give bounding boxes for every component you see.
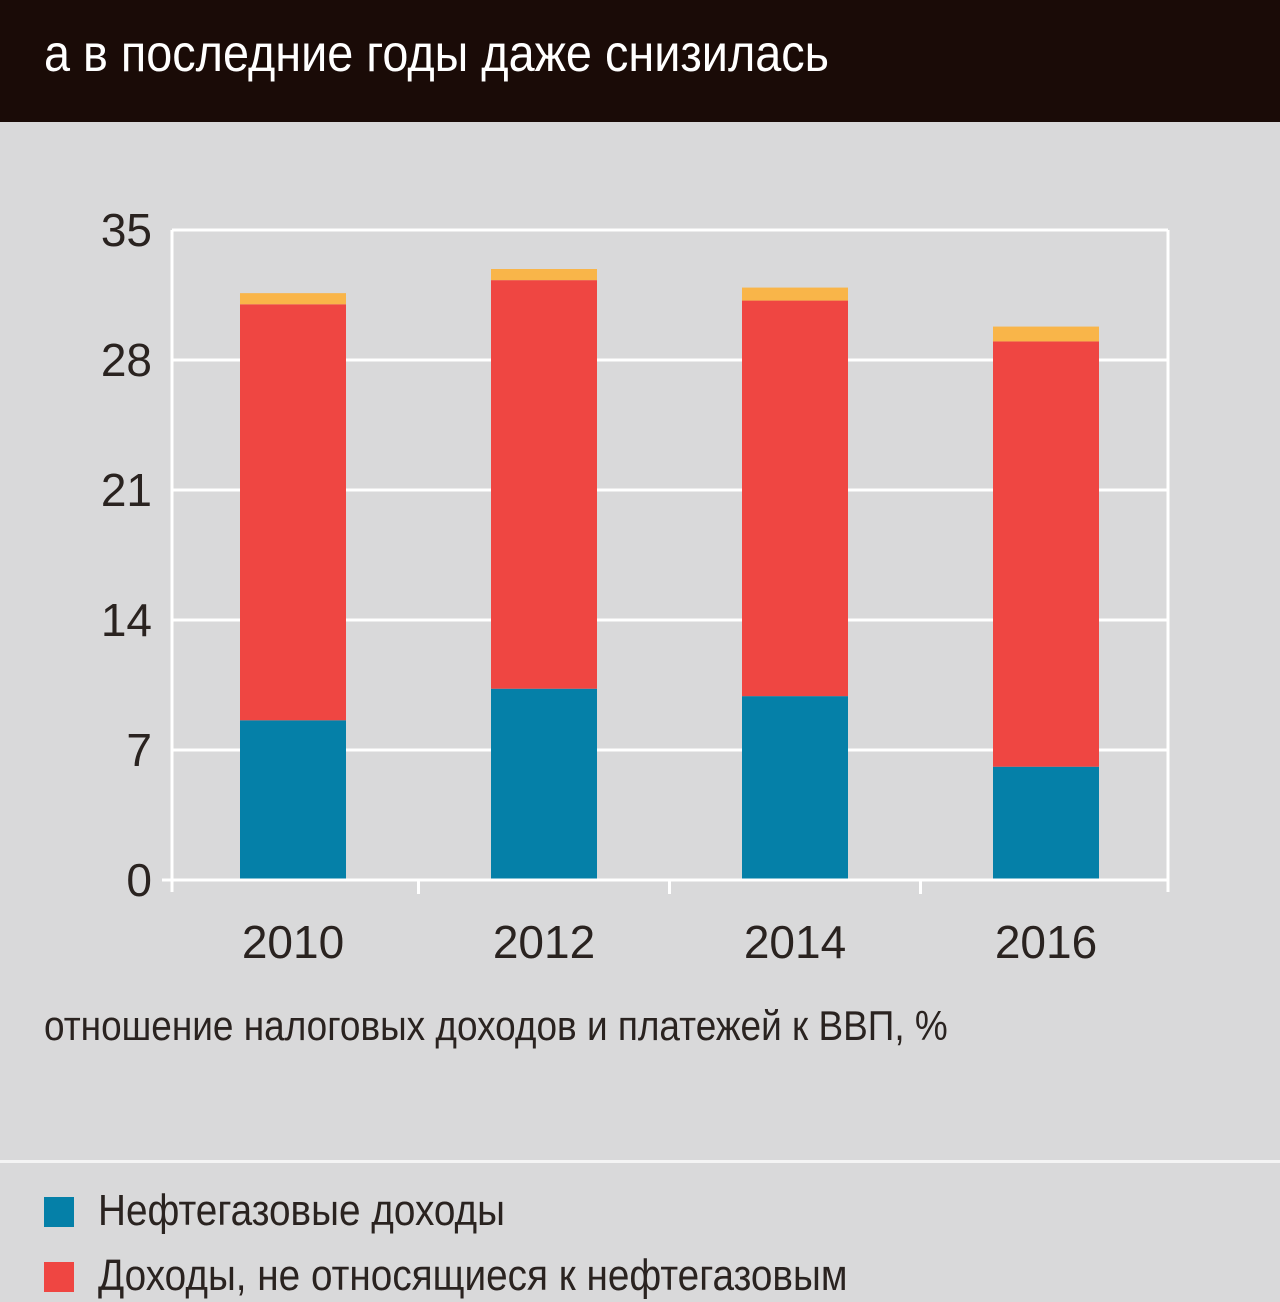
legend-swatch-oil-gas [44,1197,74,1227]
x-tick-labels: 2010 2012 2014 2016 [242,916,1097,968]
chart-title: а в последние годы даже снизилась [44,25,830,83]
bar-segment [993,326,1099,342]
y-tick-label: 0 [126,854,152,906]
bar-segment [742,287,848,301]
x-tick-label: 2014 [744,916,846,968]
bars [240,269,1099,880]
legend-swatch-non-oil-gas [44,1262,74,1292]
bar-segment [742,696,848,880]
legend-label-oil-gas: Нефтегазовые доходы [98,1186,505,1235]
bar-segment [993,766,1099,880]
stacked-bar-chart: 0 7 14 21 28 35 2010 2012 2014 2016 [101,204,1170,968]
y-tick-label: 7 [126,724,152,776]
x-tick-label: 2016 [995,916,1097,968]
y-tick-labels: 0 7 14 21 28 35 [101,204,152,906]
x-tick-label: 2012 [493,916,595,968]
axis-caption: отношение налоговых доходов и платежей к… [44,1002,948,1049]
y-tick-label: 28 [101,334,152,386]
legend-divider [0,1160,1280,1163]
header-bar: а в последние годы даже снизилась [0,0,1280,122]
y-tick-label: 35 [101,204,152,256]
bar-segment [742,300,848,697]
bar-segment [240,293,346,305]
y-tick-label: 14 [101,594,152,646]
axes [162,230,1168,894]
bar-segment [993,341,1099,767]
x-tick-label: 2010 [242,916,344,968]
bar-segment [491,280,597,689]
bar-segment [491,269,597,281]
bar-segment [240,720,346,880]
bar-segment [491,688,597,880]
y-tick-label: 21 [101,464,152,516]
legend-label-non-oil-gas: Доходы, не относящиеся к нефтегазовым [98,1251,848,1300]
bar-segment [240,304,346,721]
